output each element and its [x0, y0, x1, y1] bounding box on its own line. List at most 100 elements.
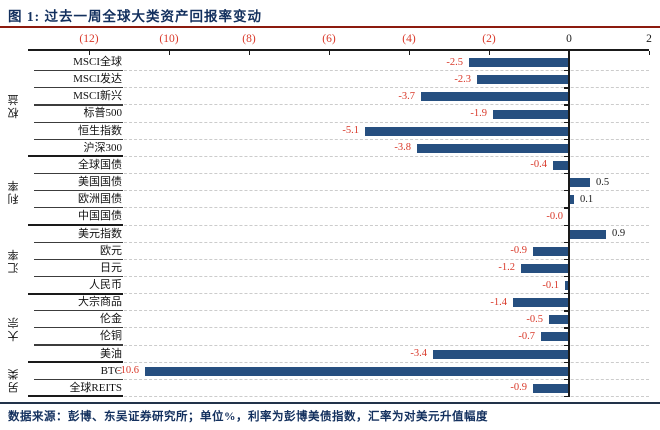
grid-line: [124, 173, 649, 175]
axis-tick-label: 0: [566, 33, 572, 45]
figure-title: 图 1: 过去一周全球大类资产回报率变动: [8, 9, 262, 24]
row-separator: [34, 190, 123, 192]
bar: [541, 332, 569, 342]
row-separator: [34, 172, 123, 175]
axis-tick-label: (10): [159, 33, 179, 45]
zero-tick: [563, 224, 569, 226]
value-label: -3.4: [410, 348, 427, 360]
grid-line: [124, 378, 649, 380]
axis-tick-label: (4): [402, 33, 416, 45]
value-label: -2.3: [454, 73, 471, 85]
group-label: 大宗: [8, 315, 20, 342]
zero-tick: [563, 138, 569, 141]
group-separator: [28, 395, 123, 398]
value-label: -0.4: [530, 159, 547, 171]
group-label: 另类: [8, 366, 20, 393]
value-label: -0.9: [510, 382, 527, 394]
bar: [417, 143, 569, 153]
axis-tick: [88, 50, 90, 55]
row-separator: [34, 310, 123, 312]
category-label: 日元: [100, 261, 122, 274]
bar: [145, 366, 569, 376]
category-label: MSCI全球: [73, 56, 122, 68]
zero-tick: [563, 241, 569, 243]
bar: [477, 75, 569, 85]
grid-line: [124, 396, 649, 397]
bar: [521, 263, 569, 273]
row-separator: [34, 327, 123, 329]
category-label: 沪深300: [83, 141, 123, 154]
group-label: 汇率: [8, 246, 20, 273]
grid-line: [124, 258, 649, 260]
zero-line: [568, 50, 570, 397]
grid-line: [124, 138, 649, 140]
grid-line: [124, 70, 649, 72]
row-separator: [34, 104, 123, 106]
bar: [569, 229, 606, 239]
category-label: 美元指数: [78, 227, 122, 240]
title-divider: [0, 26, 660, 28]
axis-tick-label: (2): [482, 33, 496, 45]
category-label: MSCI新兴: [73, 90, 122, 103]
zero-tick: [563, 190, 569, 192]
value-label: -3.7: [398, 90, 415, 102]
zero-tick: [563, 361, 569, 363]
grid-line: [124, 87, 649, 89]
category-label: 恒生指数: [78, 124, 122, 137]
row-separator: [34, 378, 123, 380]
value-label: -2.5: [446, 56, 463, 68]
row-separator: [34, 121, 123, 123]
bar: [549, 315, 569, 325]
value-label: -10.6: [117, 365, 139, 377]
grid-line: [124, 293, 649, 295]
grid-line: [124, 344, 649, 346]
zero-tick: [563, 378, 569, 381]
bar: [565, 281, 569, 291]
category-label: 人民币: [89, 278, 122, 291]
row-separator: [34, 138, 123, 140]
value-label: -1.2: [498, 262, 515, 274]
axis-tick: [488, 50, 490, 55]
grid-line: [124, 275, 649, 277]
grid-line: [124, 104, 649, 106]
axis-tick: [648, 50, 650, 55]
category-label: 欧洲国债: [78, 193, 122, 206]
axis-tick-label: (6): [322, 33, 336, 45]
category-label: MSCI发达: [73, 73, 122, 86]
zero-tick: [563, 258, 569, 261]
bar: [533, 383, 569, 393]
grid-line: [124, 224, 649, 226]
axis-tick-label: (8): [242, 33, 256, 45]
zero-tick: [563, 327, 569, 329]
category-label: 中国国债: [78, 210, 122, 223]
value-label: 0.5: [596, 176, 610, 188]
category-label: 大宗商品: [78, 296, 122, 309]
value-label: -0.0: [546, 210, 563, 222]
bar: [513, 298, 569, 308]
zero-tick: [563, 275, 569, 278]
zero-tick: [563, 121, 569, 123]
zero-tick: [563, 87, 569, 89]
value-label: -5.1: [342, 125, 359, 137]
group-separator: [28, 155, 123, 158]
grid-line: [124, 155, 649, 157]
axis-tick: [248, 50, 250, 55]
row-separator: [34, 87, 123, 89]
axis-tick: [168, 50, 170, 55]
value-label: -0.1: [542, 279, 559, 291]
group-label: 利率: [8, 178, 20, 205]
zero-tick: [563, 310, 569, 312]
category-label: 美国国债: [78, 176, 122, 189]
bar: [433, 349, 569, 359]
bottom-divider: [0, 402, 660, 405]
axis-line: [28, 49, 649, 51]
row-separator: [34, 344, 123, 346]
grid-line: [124, 207, 649, 209]
category-label: 全球国债: [78, 158, 122, 171]
axis-tick: [328, 50, 330, 55]
axis-tick-label: (12): [79, 33, 99, 45]
group-separator: [28, 223, 123, 226]
category-label: BTC: [100, 364, 122, 377]
row-separator: [34, 258, 123, 260]
